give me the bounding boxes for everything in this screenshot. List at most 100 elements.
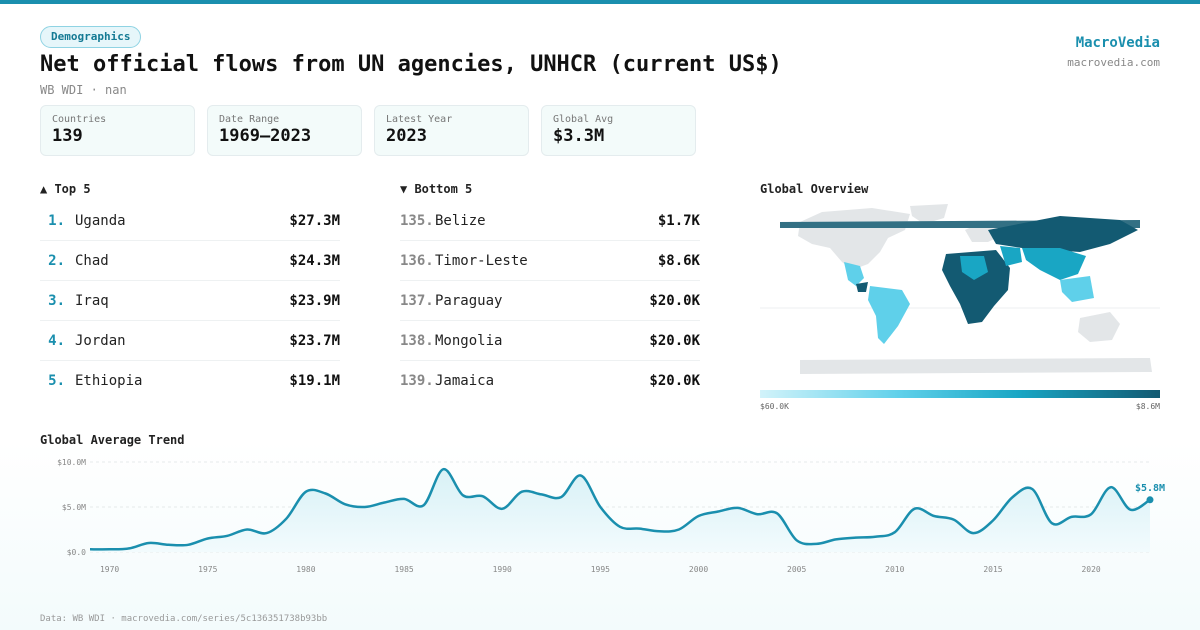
list-item[interactable]: 3. Iraq $23.9M [40,281,340,321]
list-item[interactable]: 2. Chad $24.3M [40,241,340,281]
southeast-asia-shape [1060,276,1094,302]
x-tick-label: 2005 [787,565,806,574]
trend-title: Global Average Trend [40,433,185,447]
country-value: $19.1M [289,373,340,389]
country-name: Iraq [75,292,109,309]
page-subtitle: WB WDI · nan [40,83,127,97]
stat-label: Date Range [219,114,280,125]
top5-title: ▲ Top 5 [40,182,91,196]
series-area [90,469,1150,552]
country-name: Ethiopia [75,373,143,389]
country-name: Belize [435,212,486,229]
x-tick-label: 1995 [591,565,610,574]
country-name: Paraguay [435,292,503,309]
list-item[interactable]: 137. Paraguay $20.0K [400,281,700,321]
australia-shape [1078,312,1120,342]
x-tick-label: 1975 [198,565,217,574]
stat-card-date-range: Date Range 1969–2023 [207,105,362,156]
asia-north-shape [988,216,1138,252]
brand-name[interactable]: MacroVedia [1075,35,1160,51]
antarctica-shape [800,358,1152,374]
stats-row: Countries 139 Date Range 1969–2023 Lates… [40,105,696,156]
scale-max-label: $8.6M [1135,402,1160,411]
x-tick-label: 2000 [689,565,708,574]
rank-number: 1. [48,212,65,229]
greenland-shape [910,204,948,224]
country-name: Mongolia [435,332,503,349]
category-badge[interactable]: Demographics [40,26,142,48]
country-name: Timor-Leste [435,252,528,269]
list-item[interactable]: 138. Mongolia $20.0K [400,321,700,361]
asia-south-shape [1022,248,1086,280]
middle-east-shape [1000,246,1022,266]
bottom5-list: 135. Belize $1.7K 136. Timor-Leste $8.6K 137… [400,201,700,401]
world-map[interactable] [760,200,1160,385]
stat-card-latest-year: Latest Year 2023 [374,105,529,156]
rank-number: 138. [400,332,434,349]
top-accent-bar [0,0,1200,4]
end-point-marker [1146,496,1154,504]
country-name: Jordan [75,332,126,349]
color-scale-bar [760,390,1160,398]
country-name: Uganda [75,212,126,229]
footer-source: Data: WB WDI · macrovedia.com/series/5c1… [40,614,328,624]
y-tick-label: $5.0M [62,503,86,512]
country-value: $23.9M [289,292,340,309]
trend-chart-svg: $0.0 $5.0M $10.0M 1970 1975 1980 1985 1990 1995 2… [57,458,1165,574]
rank-number: 5. [48,373,65,389]
north-america-shape [798,208,910,270]
x-tick-label: 1990 [493,565,512,574]
list-item[interactable]: 136. Timor-Leste $8.6K [400,241,700,281]
stat-card-global-avg: Global Avg $3.3M [541,105,696,156]
list-item[interactable]: 1. Uganda $27.3M [40,201,340,241]
caribbean-shape [856,282,868,292]
trend-chart[interactable]: $0.0 $5.0M $10.0M 1970 1975 1980 1985 1990 1995 2… [40,452,1170,582]
stat-card-countries: Countries 139 [40,105,195,156]
overview-title: Global Overview [760,182,869,196]
country-value: $20.0K [649,373,700,389]
stat-label: Latest Year [386,114,453,125]
africa-shape [942,250,1010,324]
list-item[interactable]: 135. Belize $1.7K [400,201,700,241]
south-america-shape [868,286,910,344]
stat-label: Global Avg [553,114,614,125]
x-tick-label: 1970 [100,565,119,574]
stat-value: $3.3M [553,126,605,146]
country-value: $20.0K [649,292,700,309]
country-value: $23.7M [289,332,340,349]
rank-number: 4. [48,332,65,349]
end-value-label: $5.8M [1135,483,1165,494]
series-line [89,467,1151,551]
north-africa-shape [960,256,988,280]
rank-number: 2. [48,252,65,269]
rank-number: 139. [400,373,434,389]
top5-list: 1. Uganda $27.3M 2. Chad $24.3M 3. Iraq $23.9M… [40,201,340,401]
stat-value: 2023 [386,126,427,146]
world-map-svg [760,204,1160,374]
x-tick-label: 1985 [394,565,413,574]
rank-number: 3. [48,292,65,309]
list-item[interactable]: 4. Jordan $23.7M [40,321,340,361]
stat-value: 139 [52,126,83,146]
stat-value: 1969–2023 [219,126,312,146]
scale-min-label: $60.0K [760,402,789,411]
brand-url[interactable]: macrovedia.com [1067,56,1160,69]
list-item[interactable]: 139. Jamaica $20.0K [400,361,700,401]
map-landmass-colored [844,216,1138,344]
country-name: Jamaica [435,373,495,389]
x-tick-label: 2010 [885,565,904,574]
y-tick-label: $0.0 [67,548,86,557]
rank-number: 136. [400,252,434,269]
central-america-shape [844,262,864,286]
page-title: Net official flows from UN agencies, UNH… [40,52,782,77]
bottom5-title: ▼ Bottom 5 [400,182,473,196]
rank-number: 135. [400,212,434,229]
list-item[interactable]: 5. Ethiopia $19.1M [40,361,340,401]
x-tick-label: 1980 [296,565,315,574]
country-name: Chad [75,252,109,269]
country-value: $27.3M [289,212,340,229]
x-tick-label: 2020 [1081,565,1100,574]
country-value: $24.3M [289,252,340,269]
stat-label: Countries [52,114,107,125]
country-value: $20.0K [649,332,700,349]
